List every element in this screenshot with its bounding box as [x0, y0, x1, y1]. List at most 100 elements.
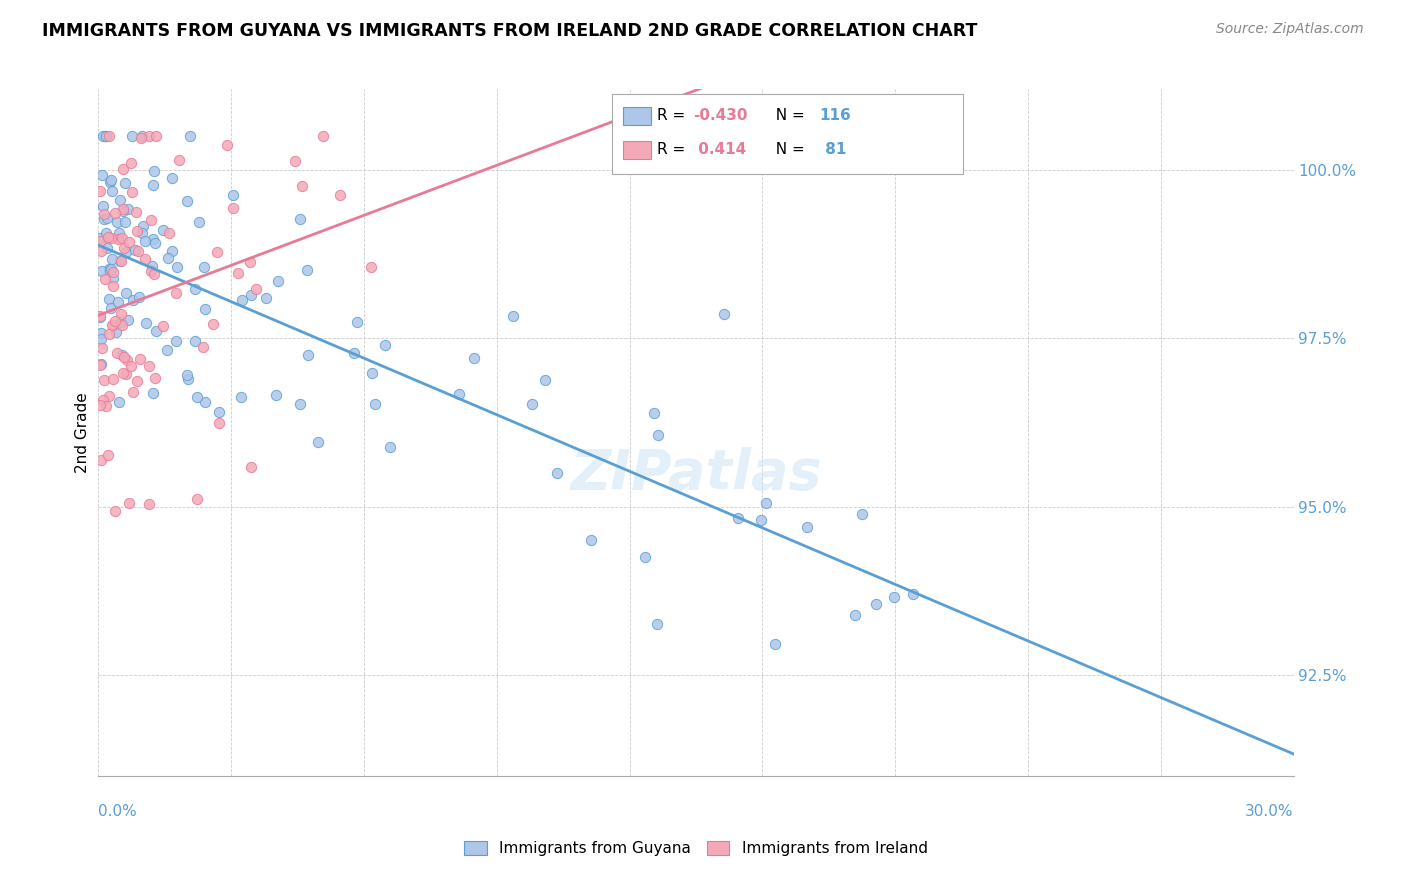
- Text: Source: ZipAtlas.com: Source: ZipAtlas.com: [1216, 22, 1364, 37]
- Text: R =: R =: [657, 143, 695, 157]
- Point: [307, 435, 329, 450]
- Point: [112, 241, 135, 255]
- Point: [239, 459, 262, 474]
- Point: [97, 261, 120, 276]
- Point: [111, 231, 134, 245]
- Point: [145, 324, 167, 338]
- Point: [111, 348, 134, 362]
- Point: [91, 199, 114, 213]
- Point: [134, 234, 156, 248]
- Text: N =: N =: [766, 109, 810, 123]
- Point: [114, 177, 136, 191]
- Point: [186, 390, 208, 404]
- Point: [97, 326, 120, 341]
- Point: [117, 312, 139, 326]
- Point: [124, 243, 146, 257]
- Point: [96, 211, 118, 225]
- Point: [101, 265, 124, 279]
- Point: [295, 263, 318, 277]
- Point: [534, 373, 557, 387]
- Point: [100, 231, 122, 245]
- Text: 30.0%: 30.0%: [1246, 805, 1294, 819]
- Point: [96, 226, 118, 240]
- Point: [93, 207, 115, 221]
- Y-axis label: 2nd Grade: 2nd Grade: [75, 392, 90, 473]
- Point: [93, 373, 115, 387]
- Point: [108, 193, 131, 207]
- Point: [160, 244, 183, 258]
- Point: [160, 171, 183, 186]
- Point: [90, 244, 112, 258]
- Point: [634, 550, 657, 565]
- Point: [94, 271, 117, 285]
- Point: [104, 206, 127, 220]
- Point: [267, 274, 290, 288]
- Point: [96, 399, 118, 413]
- Point: [205, 244, 228, 259]
- Text: N =: N =: [766, 143, 810, 157]
- Point: [763, 637, 786, 651]
- Point: [110, 254, 132, 268]
- Point: [91, 392, 114, 407]
- Point: [115, 367, 138, 381]
- Point: [449, 387, 471, 401]
- Point: [222, 188, 245, 202]
- Point: [374, 338, 396, 352]
- Point: [215, 137, 238, 152]
- Point: [117, 235, 139, 249]
- Point: [176, 368, 198, 383]
- Point: [166, 260, 188, 274]
- Text: 81: 81: [820, 143, 846, 157]
- Point: [142, 178, 165, 192]
- Point: [156, 251, 179, 265]
- Point: [98, 175, 121, 189]
- Point: [91, 263, 114, 277]
- Point: [142, 232, 165, 246]
- Point: [125, 374, 148, 388]
- Point: [865, 598, 887, 612]
- Point: [755, 495, 778, 509]
- Point: [193, 260, 215, 274]
- Text: 0.0%: 0.0%: [98, 805, 138, 819]
- Point: [127, 244, 149, 258]
- Point: [502, 310, 524, 324]
- Point: [89, 234, 111, 248]
- Point: [360, 260, 382, 274]
- Point: [329, 188, 352, 202]
- Point: [143, 371, 166, 385]
- Point: [112, 350, 135, 364]
- Point: [105, 325, 128, 339]
- Point: [143, 164, 166, 178]
- Point: [157, 227, 180, 241]
- Point: [165, 285, 187, 300]
- Point: [120, 156, 142, 170]
- Point: [98, 389, 121, 403]
- Point: [152, 319, 174, 334]
- Point: [290, 178, 312, 193]
- Point: [96, 241, 118, 255]
- Point: [343, 346, 366, 360]
- Point: [104, 504, 127, 518]
- Point: [361, 366, 384, 380]
- Point: [222, 201, 245, 215]
- Point: [364, 397, 387, 411]
- Point: [346, 315, 368, 329]
- Point: [208, 416, 231, 430]
- Point: [100, 173, 122, 187]
- Point: [90, 326, 112, 340]
- Point: [883, 590, 905, 604]
- Point: [245, 282, 267, 296]
- Point: [141, 263, 163, 277]
- Point: [118, 496, 141, 510]
- Point: [125, 204, 148, 219]
- Point: [89, 398, 111, 412]
- Point: [851, 507, 873, 521]
- Point: [290, 397, 312, 411]
- Point: [93, 211, 115, 226]
- Point: [111, 203, 134, 218]
- Point: [134, 252, 156, 266]
- Point: [844, 608, 866, 623]
- Point: [145, 129, 167, 144]
- Point: [186, 492, 208, 507]
- Point: [89, 231, 111, 245]
